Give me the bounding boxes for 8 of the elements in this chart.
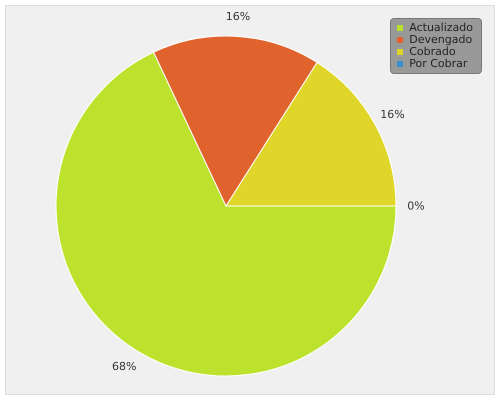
legend-label: Cobrado (409, 45, 456, 58)
data-label: 16% (380, 108, 405, 121)
legend-label: Actualizado (409, 21, 473, 34)
data-label: 68% (112, 360, 136, 373)
text: 0% (407, 200, 425, 212)
legend-label: Devengado (409, 33, 472, 46)
legend-label: Por Cobrar (409, 57, 468, 70)
data-label: 16% (226, 10, 250, 23)
